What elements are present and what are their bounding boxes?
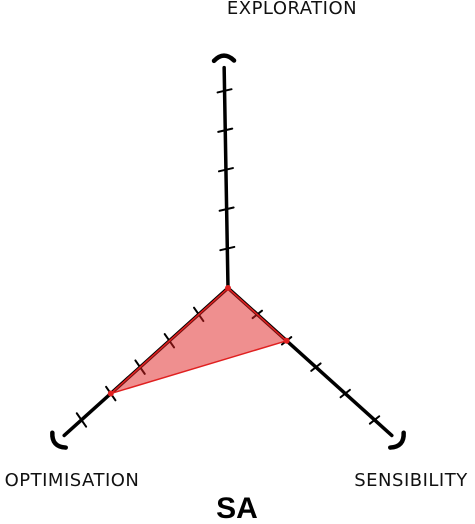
axis-label-optimisation: OPTIMISATION <box>5 470 140 491</box>
axis-cap-sensibility <box>388 430 406 450</box>
axes <box>50 53 406 450</box>
axis-cap-exploration <box>211 53 237 64</box>
axis-tick-exploration-3 <box>217 167 234 173</box>
axis-tick-sensibility-3 <box>310 362 322 372</box>
axis-tick-exploration-1 <box>219 245 236 252</box>
axis-tick-sensibility-4 <box>339 388 351 399</box>
axis-tick-optimisation-5 <box>75 412 88 428</box>
axis-tick-exploration-2 <box>218 206 235 212</box>
series-layer <box>107 285 290 397</box>
axis-cap-optimisation <box>50 430 68 450</box>
axis-label-sensibility: SENSIBILITY <box>354 470 468 491</box>
axis-tick-exploration-5 <box>216 88 233 94</box>
data-point-exploration <box>225 285 231 291</box>
chart-title: SA <box>216 492 258 524</box>
axis-label-exploration: EXPLORATION <box>227 0 357 19</box>
data-point-optimisation <box>107 390 114 397</box>
axis-tick-sensibility-5 <box>368 415 381 425</box>
series-area-0 <box>110 287 288 395</box>
data-point-sensibility <box>283 337 290 344</box>
axis-tick-exploration-4 <box>217 127 234 133</box>
axis-line-exploration <box>222 65 230 290</box>
